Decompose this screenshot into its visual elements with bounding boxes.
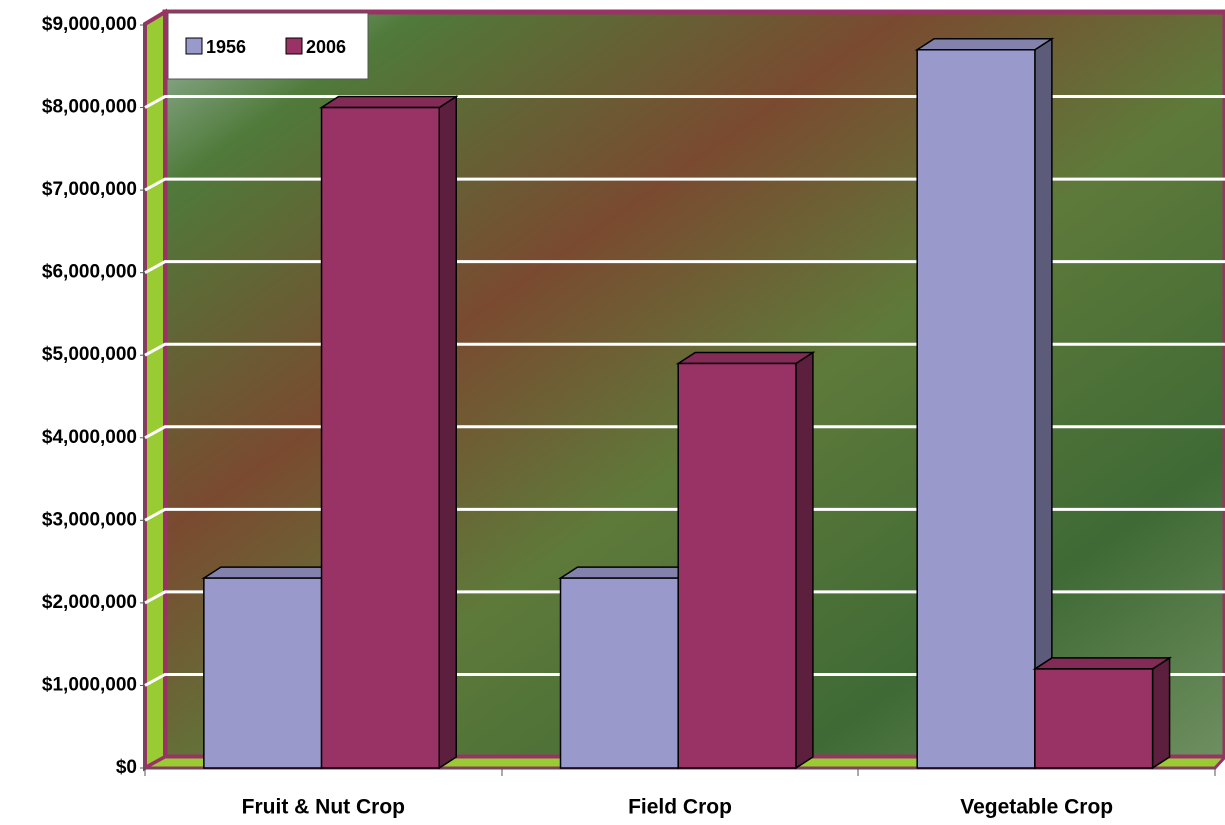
y-tick-label: $7,000,000 — [42, 179, 137, 200]
labels: $0 $1,000,000 $2,000,000 $3,000,000 $4,000,0… — [42, 14, 1113, 819]
grid-line — [144, 95, 1225, 109]
bar-side — [1034, 37, 1053, 770]
bars — [201, 37, 1173, 770]
bar — [320, 106, 440, 769]
x-tick-label: Fruit & Nut Crop — [242, 796, 405, 819]
legend-swatch — [185, 37, 203, 55]
bar-side — [795, 351, 814, 770]
y-tick-label: $1,000,000 — [42, 674, 137, 695]
x-tick-label: Vegetable Crop — [960, 796, 1113, 819]
legend-label: 1956 — [206, 37, 246, 57]
bar — [1034, 668, 1154, 769]
bar-top — [201, 566, 342, 579]
grid-line — [144, 177, 1225, 192]
y-tick-label: $0 — [116, 757, 137, 778]
grid-line — [144, 672, 1225, 687]
bar-side — [438, 95, 457, 770]
bar-top — [557, 566, 698, 579]
grid-line — [144, 260, 1225, 274]
grid-line — [144, 425, 1225, 440]
y-tick-label: $9,000,000 — [42, 14, 137, 35]
grid — [140, 24, 1225, 769]
bar-top — [1032, 657, 1173, 670]
bar-top — [675, 351, 816, 365]
side-wall — [143, 8, 167, 772]
legend-label: 2006 — [306, 37, 346, 57]
grid-line — [144, 342, 1225, 357]
bar — [916, 49, 1036, 769]
x-tick-label: Field Crop — [628, 796, 732, 819]
y-tick-label: $2,000,000 — [42, 592, 137, 613]
grid-line — [144, 590, 1225, 605]
y-tick-label: $8,000,000 — [42, 97, 137, 118]
legend: 1956 2006 — [167, 12, 369, 80]
bar-side — [1151, 656, 1171, 770]
bar — [203, 577, 323, 769]
legend-swatch — [285, 37, 303, 55]
y-tick-label: $3,000,000 — [42, 509, 137, 530]
y-tick-label: $4,000,000 — [42, 427, 137, 448]
y-tick-label: $6,000,000 — [42, 262, 137, 283]
grid-line — [144, 507, 1225, 522]
bar — [677, 362, 797, 769]
x-axis-ticks — [144, 768, 1216, 776]
y-tick-label: $5,000,000 — [42, 344, 137, 365]
bar-top — [319, 95, 459, 109]
bar-top — [914, 38, 1055, 51]
bar — [559, 577, 679, 769]
